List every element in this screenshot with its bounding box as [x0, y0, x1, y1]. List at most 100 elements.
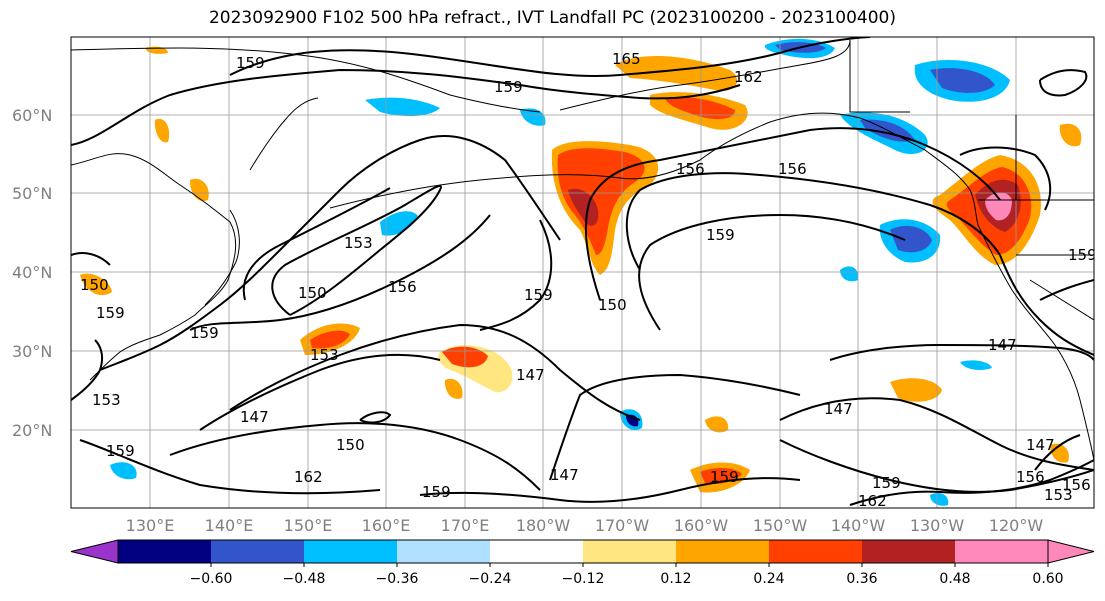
- warm-anomaly-area: [615, 55, 738, 91]
- contour-label: 150: [298, 284, 327, 302]
- lon-label: 150°W: [753, 516, 808, 535]
- coastline-kamchatka: [249, 97, 319, 171]
- height-contours: [71, 37, 1094, 506]
- warm-anomaly-area: [665, 97, 735, 120]
- lat-label: 30°N: [12, 342, 52, 361]
- colorbar-segment: [304, 540, 398, 563]
- cold-anomaly-area: [110, 462, 137, 480]
- colorbar-segment: [118, 540, 212, 563]
- colorbar-tick-label: −0.12: [562, 571, 605, 587]
- gridlines: [71, 37, 1094, 508]
- contour-line: [549, 373, 801, 481]
- contour-label: 156: [676, 160, 705, 178]
- latitude-labels: 60°N 50°N 40°N 30°N 20°N: [12, 106, 52, 440]
- warm-anomaly-area: [890, 378, 942, 402]
- contour-label: 159: [494, 78, 523, 96]
- map-background: [71, 37, 1094, 508]
- colorbar-extend-min: [70, 539, 119, 564]
- contour-label: 147: [1026, 436, 1055, 454]
- colorbar-segment: [676, 540, 770, 563]
- contour-label: 159: [422, 483, 451, 501]
- colorbar: −0.60 −0.48 −0.36 −0.24 −0.12 0.12 0.24 0.36 0.4…: [70, 539, 1095, 587]
- shading-layer: [80, 38, 1082, 506]
- coastline-alaska: [699, 112, 926, 161]
- border-alaska: [849, 40, 910, 113]
- contour-line: [959, 146, 1052, 211]
- cold-anomaly-area: [890, 225, 932, 253]
- contour-line: [71, 68, 741, 146]
- lon-label: 140°E: [205, 516, 254, 535]
- warm-anomaly-area: [444, 378, 463, 399]
- colorbar-tick-label: 0.60: [1032, 571, 1063, 587]
- contour-line: [99, 135, 561, 371]
- contour-line: [169, 422, 541, 491]
- contour-label: 159: [1068, 246, 1097, 264]
- cold-anomaly-area: [380, 211, 418, 236]
- contour-label: 165: [612, 50, 641, 68]
- contour-label: 153: [1044, 486, 1073, 504]
- lon-label: 160°E: [362, 516, 411, 535]
- colorbar-tick-label: −0.36: [376, 571, 419, 587]
- lon-label: 150°E: [284, 516, 333, 535]
- contour-line: [71, 339, 104, 401]
- cold-anomaly-area: [365, 97, 440, 117]
- contour-label: 147: [516, 366, 545, 384]
- lon-label: 130°E: [126, 516, 175, 535]
- contour-label: 153: [344, 234, 373, 252]
- contour-line: [242, 187, 391, 301]
- contour-line: [71, 252, 111, 266]
- contour-label: 147: [550, 466, 579, 484]
- longitude-labels: 130°E 140°E 150°E 160°E 170°E 180°W 170°…: [126, 516, 1044, 535]
- contour-line: [229, 323, 641, 421]
- lon-label: 140°W: [831, 516, 886, 535]
- contour-line: [359, 411, 392, 424]
- contour-line: [419, 477, 801, 503]
- contour-line: [189, 214, 491, 331]
- colorbar-tick-label: 0.48: [939, 571, 970, 587]
- state-border: [1029, 279, 1094, 321]
- contour-line: [779, 439, 1094, 493]
- contour-line: [271, 185, 442, 316]
- cold-anomaly-area: [930, 493, 949, 506]
- lat-label: 50°N: [12, 184, 52, 203]
- contour-label: 150: [598, 296, 627, 314]
- colorbar-segment: [490, 540, 584, 563]
- colorbar-tick-label: 0.24: [753, 571, 784, 587]
- warm-anomaly-area: [1059, 123, 1082, 147]
- cold-anomaly-area: [840, 266, 859, 282]
- lon-label: 130°W: [910, 516, 965, 535]
- contour-line: [625, 172, 1001, 271]
- warm-anomaly-area: [310, 330, 350, 349]
- cold-anomaly-area: [520, 108, 546, 126]
- contour-label: 159: [106, 442, 135, 460]
- colorbar-segment: [211, 540, 305, 563]
- cold-anomaly-area: [930, 68, 995, 93]
- contour-line: [479, 219, 553, 331]
- contour-line: [829, 343, 1094, 361]
- contour-label: 147: [988, 336, 1017, 354]
- coastline-us-west: [977, 224, 1094, 461]
- contour-label: 156: [388, 278, 417, 296]
- contour-line: [199, 353, 441, 431]
- contour-line: [779, 397, 1094, 471]
- contour-label: 156: [1016, 468, 1045, 486]
- warm-anomaly-area: [705, 416, 729, 433]
- contour-line: [1039, 279, 1094, 301]
- contour-label: 156: [778, 160, 807, 178]
- lon-label: 170°W: [595, 516, 650, 535]
- contour-label: 147: [824, 400, 853, 418]
- contour-line: [849, 459, 1094, 506]
- contour-labels: 165 159 162 159 156 156 159 153 150 156 …: [80, 50, 1097, 508]
- lat-label: 40°N: [12, 263, 52, 282]
- map-frame: [70, 36, 1095, 509]
- contour-label: 156: [1062, 476, 1091, 494]
- contour-label: 159: [236, 54, 265, 72]
- contour-label: 147: [240, 408, 269, 426]
- warm-anomaly-area: [154, 118, 170, 143]
- colorbar-tick-label: −0.60: [190, 571, 233, 587]
- contour-line: [79, 439, 381, 495]
- coastline-aleutians: [329, 159, 701, 209]
- lon-label: 170°E: [441, 516, 490, 535]
- colorbar-tick-label: 0.36: [846, 571, 877, 587]
